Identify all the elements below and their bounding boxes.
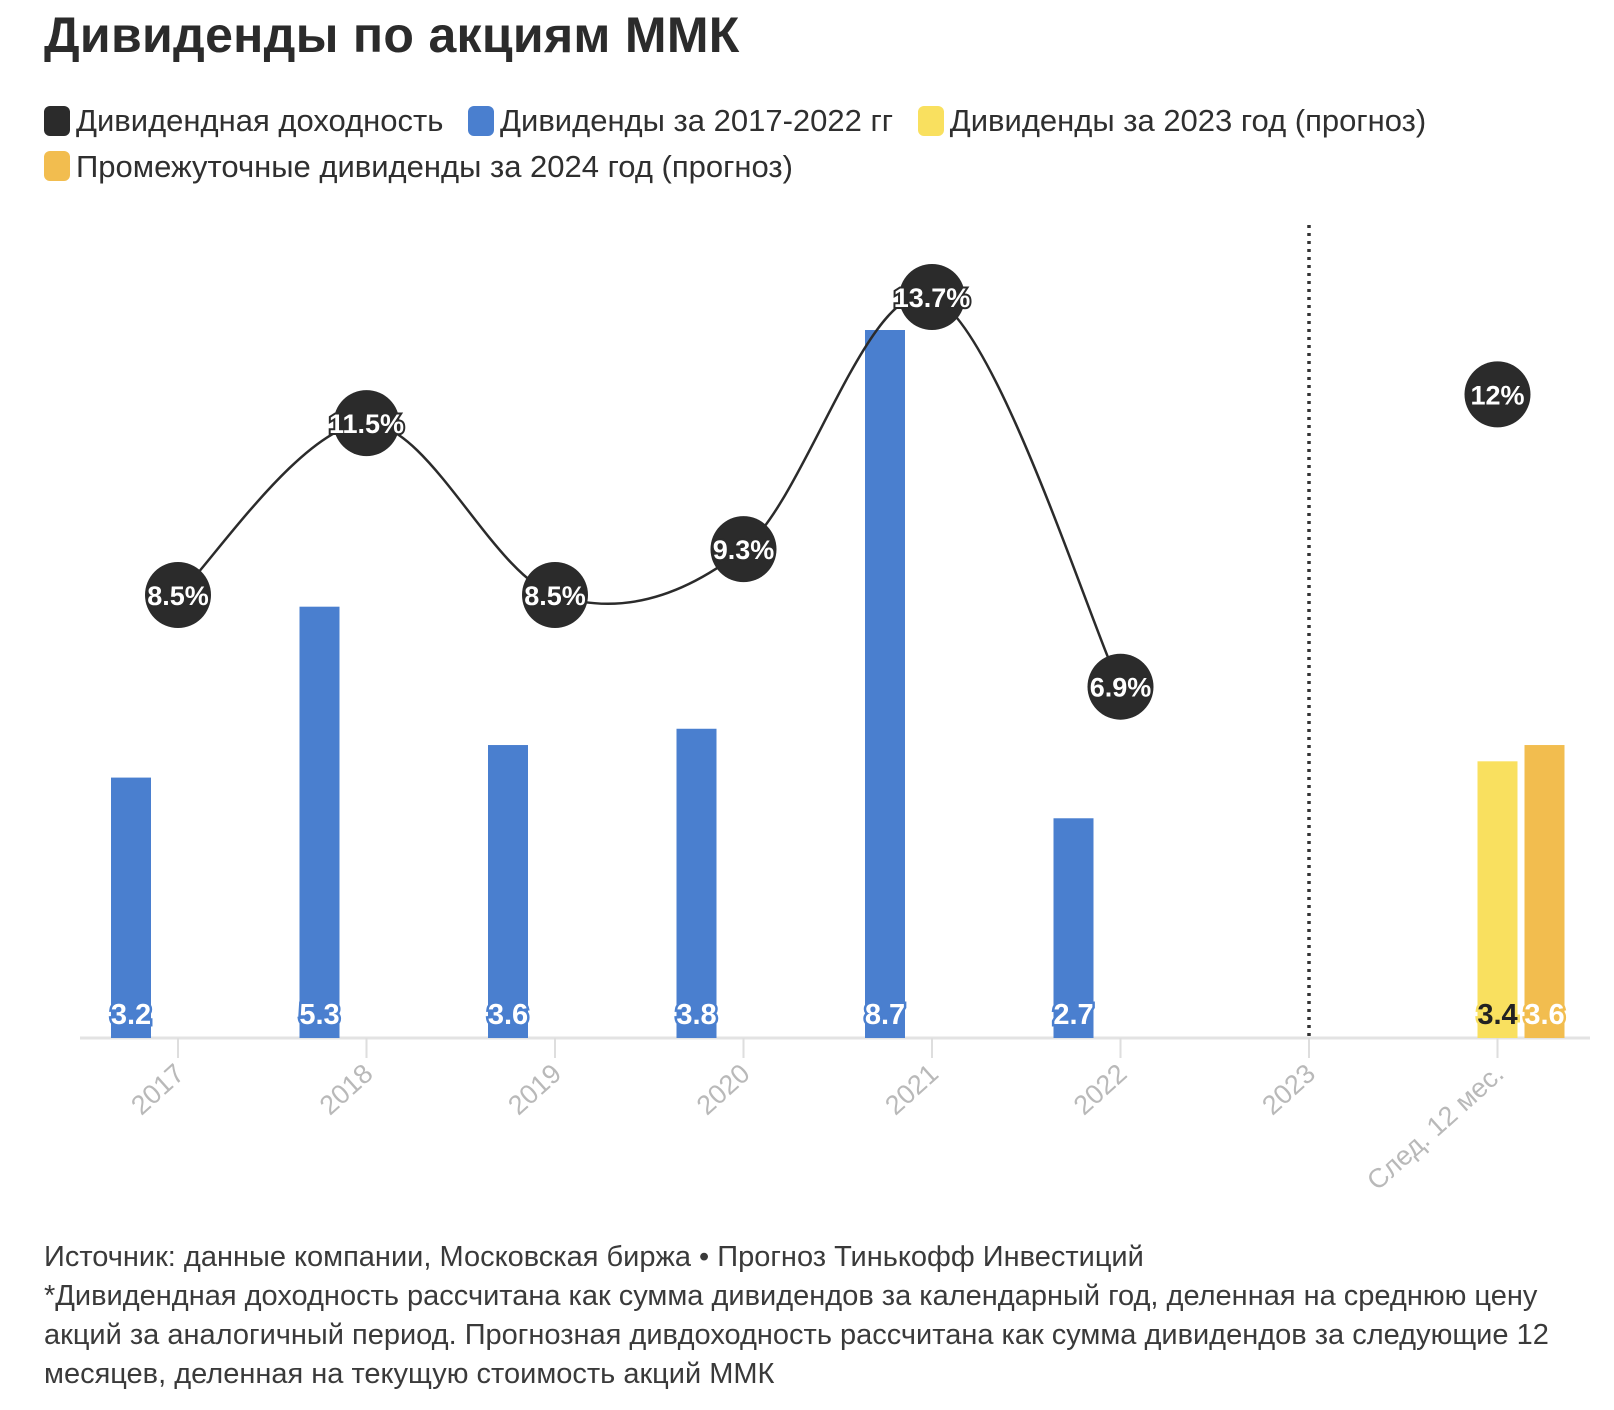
dividend-bar	[488, 745, 528, 1038]
yield-point	[1087, 653, 1154, 720]
yield-point-label: 11.5%	[329, 409, 404, 439]
legend-item-yield: Дивидендная доходность	[44, 100, 443, 141]
yield-point	[899, 264, 965, 330]
dividend-bar-label: 3.6	[488, 999, 528, 1031]
yield-point	[333, 390, 400, 457]
footer: Источник: данные компании, Московская би…	[44, 1238, 1584, 1394]
footer-source: Источник: данные компании, Московская би…	[44, 1241, 1144, 1273]
yield-point	[1464, 361, 1531, 428]
x-tick-label: 2021	[879, 1058, 944, 1120]
legend-swatch-yield	[44, 105, 70, 136]
dividend-bar-label: 3.2	[111, 999, 151, 1031]
yield-point	[522, 562, 588, 628]
dividend-bar-label: 5.3	[299, 999, 339, 1031]
dividend-bar-label: 2.7	[1053, 999, 1093, 1031]
legend-swatch-dividends	[468, 105, 495, 136]
legend-item-forecast-2023: Дивиденды за 2023 год (прогноз)	[917, 100, 1427, 141]
dividend-bar	[676, 728, 717, 1038]
chart-title: Дивиденды по акциям ММК	[44, 7, 740, 63]
legend-item-interim-2024: Промежуточные дивиденды за 2024 год (про…	[44, 146, 793, 187]
legend-label-yield: Дивидендная доходность	[76, 103, 444, 138]
legend-item-dividends: Дивиденды за 2017-2022 гг	[468, 100, 893, 141]
x-tick-label: 2017	[125, 1058, 190, 1120]
dividend-bar-label: 8.7	[865, 999, 905, 1031]
interim-2024-bar	[1524, 745, 1565, 1038]
dividend-bar	[1053, 818, 1094, 1038]
legend: Дивидендная доходность Дивиденды за 2017…	[44, 100, 1584, 191]
yield-point-label: 6.9%	[1090, 673, 1152, 703]
yield-point-label: 9.3%	[713, 535, 775, 565]
x-tick-label: След. 12 мес.	[1361, 1058, 1509, 1196]
forecast-2023-bar-label: 3.4	[1477, 999, 1517, 1031]
dividend-bar	[865, 330, 905, 1038]
legend-label-dividends: Дивиденды за 2017-2022 гг	[500, 103, 894, 138]
x-tick-label: 2023	[1256, 1058, 1321, 1120]
yield-point-label: 8.5%	[147, 581, 209, 611]
yield-point-label: 12%	[1470, 380, 1524, 410]
yield-point	[710, 516, 777, 583]
legend-swatch-forecast-2023	[917, 105, 944, 136]
x-tick-label: 2020	[691, 1058, 756, 1120]
dividend-bar-label: 3.8	[676, 999, 716, 1031]
dividend-chart: 2017 2018 2019 2020 2021 2022 2023 След. 12 мес…	[80, 225, 1590, 1196]
footer-note: *Дивидендная доходность рассчитана как с…	[44, 1280, 1549, 1390]
x-tick-label: 2022	[1068, 1058, 1133, 1120]
dividend-bar	[111, 777, 151, 1038]
legend-label-forecast-2023: Дивиденды за 2023 год (прогноз)	[949, 103, 1427, 138]
x-tick-label: 2018	[314, 1058, 379, 1120]
legend-swatch-interim-2024	[44, 151, 70, 181]
x-tick-label: 2019	[502, 1058, 567, 1120]
forecast-2023-bar	[1477, 761, 1518, 1038]
dividend-bar	[299, 606, 340, 1038]
interim-2024-bar-label: 3.6	[1524, 999, 1564, 1031]
yield-point	[145, 562, 211, 628]
legend-label-interim-2024: Промежуточные дивиденды за 2024 год (про…	[76, 148, 793, 184]
yield-point-label: 8.5%	[524, 581, 586, 611]
yield-point-label: 13.7%	[894, 283, 971, 313]
